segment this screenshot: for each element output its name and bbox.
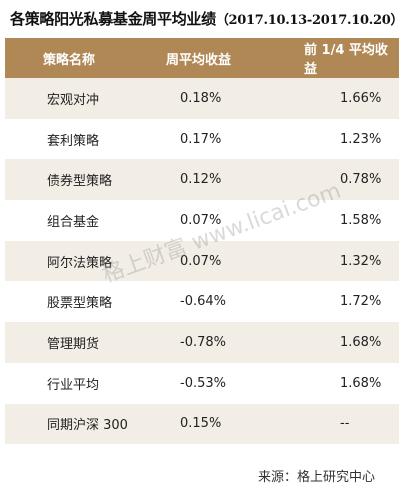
table-row: 阿尔法策略 0.07% 1.32% (5, 240, 399, 282)
top-quarter-return: 1.72% (260, 281, 399, 323)
top-quarter-return: 1.32% (260, 240, 399, 282)
weekly-return: -0.78% (140, 322, 260, 363)
page-title: 各策略阳光私募基金周平均业绩（2017.10.13-2017.10.20） (10, 8, 403, 29)
weekly-return: 0.15% (140, 403, 260, 445)
table-row: 股票型策略 -0.64% 1.72% (5, 281, 399, 323)
top-quarter-return: 1.23% (260, 118, 399, 160)
strategy-name: 同期沪深 300 (5, 403, 140, 445)
table-row: 同期沪深 300 0.15% -- (5, 403, 399, 445)
table-row: 套利策略 0.17% 1.23% (5, 118, 399, 160)
top-quarter-return: 1.68% (260, 362, 399, 404)
strategy-name: 套利策略 (5, 118, 140, 160)
strategy-name: 行业平均 (5, 362, 140, 404)
table-row: 债券型策略 0.12% 0.78% (5, 159, 399, 201)
table-row: 管理期货 -0.78% 1.68% (5, 322, 399, 363)
title-text: 各策略阳光私募基金周平均业绩 (10, 10, 216, 28)
strategy-name: 股票型策略 (5, 281, 140, 323)
strategy-name: 组合基金 (5, 200, 140, 241)
table-header-row: 策略名称 周平均收益 前 1/4 平均收益 (5, 38, 399, 78)
top-quarter-return: 1.68% (260, 322, 399, 363)
top-quarter-return: 1.66% (260, 78, 399, 119)
table-row: 组合基金 0.07% 1.58% (5, 200, 399, 241)
weekly-return: -0.53% (140, 362, 260, 404)
top-quarter-return: 0.78% (260, 159, 399, 201)
header-strategy-name: 策略名称 (5, 38, 140, 78)
weekly-return: 0.07% (140, 240, 260, 282)
performance-table: 策略名称 周平均收益 前 1/4 平均收益 宏观对冲 0.18% 1.66% 套… (5, 38, 399, 445)
header-weekly-return: 周平均收益 (140, 38, 260, 78)
strategy-name: 宏观对冲 (5, 78, 140, 119)
table-row: 宏观对冲 0.18% 1.66% (5, 78, 399, 119)
top-quarter-return: 1.58% (260, 200, 399, 241)
table-row: 行业平均 -0.53% 1.68% (5, 362, 399, 404)
strategy-name: 阿尔法策略 (5, 240, 140, 282)
weekly-return: 0.12% (140, 159, 260, 201)
source-note: 来源：格上研究中心 (257, 470, 375, 485)
header-top-quarter-return: 前 1/4 平均收益 (260, 38, 399, 78)
weekly-return: 0.17% (140, 118, 260, 160)
strategy-name: 债券型策略 (5, 159, 140, 201)
weekly-return: 0.07% (140, 200, 260, 241)
date-range: （2017.10.13-2017.10.20） (215, 13, 403, 28)
strategy-name: 管理期货 (5, 322, 140, 363)
weekly-return: 0.18% (140, 78, 260, 119)
top-quarter-return: -- (260, 403, 399, 445)
weekly-return: -0.64% (140, 281, 260, 323)
